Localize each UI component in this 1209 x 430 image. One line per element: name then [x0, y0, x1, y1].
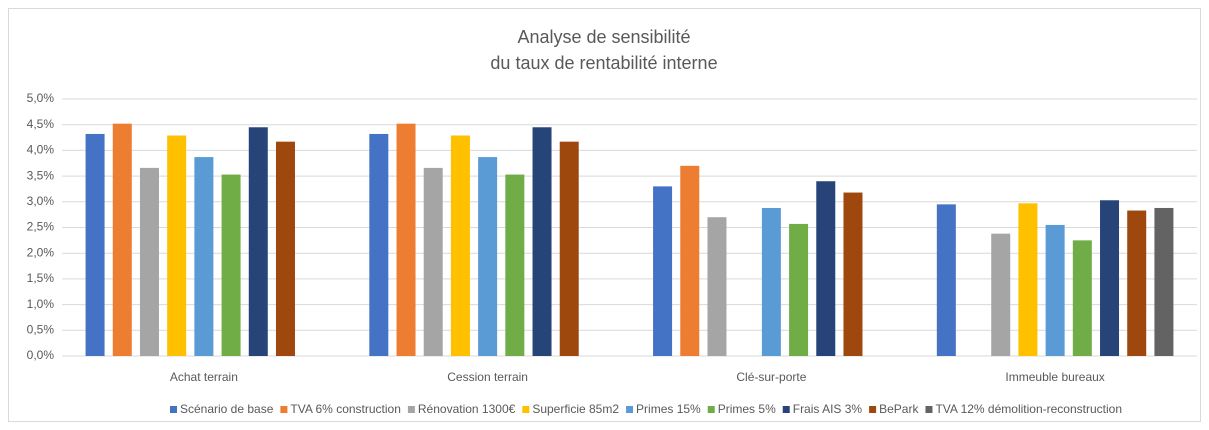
y-tick-label: 0,5%	[27, 322, 55, 336]
bar	[789, 223, 809, 356]
bar	[653, 186, 673, 356]
legend-label: TVA 12% démolition-reconstruction	[935, 402, 1122, 416]
bar	[396, 123, 416, 356]
bar	[559, 141, 579, 356]
bar	[194, 157, 214, 356]
legend-label: BePark	[879, 402, 919, 416]
bar	[991, 233, 1011, 356]
bar	[450, 135, 470, 356]
bar	[707, 217, 727, 356]
legend-swatch	[925, 406, 933, 413]
x-tick-label: Cession terrain	[447, 370, 528, 384]
legend-swatch	[869, 406, 877, 413]
bar	[423, 167, 443, 356]
legend-swatch	[169, 406, 177, 413]
x-tick-label: Immeuble bureaux	[1005, 370, 1104, 384]
y-tick-label: 0,0%	[27, 348, 55, 362]
legend-label: Primes 15%	[636, 402, 701, 416]
legend-swatch	[626, 406, 634, 413]
bar	[532, 127, 552, 357]
chart-title: du taux de rentabilité interne	[490, 53, 717, 73]
legend-label: Primes 5%	[718, 402, 776, 416]
legend-swatch	[522, 406, 530, 413]
bar	[112, 123, 132, 356]
bar	[478, 157, 498, 356]
bar	[816, 181, 836, 356]
y-tick-label: 3,5%	[27, 168, 55, 182]
bar	[1045, 224, 1065, 356]
y-tick-label: 4,0%	[27, 143, 55, 157]
bar	[1100, 200, 1120, 356]
y-tick-label: 5,0%	[27, 91, 55, 105]
bar	[167, 135, 187, 356]
legend-swatch	[280, 406, 288, 413]
legend-label: Scénario de base	[180, 402, 274, 416]
bar	[369, 133, 389, 356]
bar	[1072, 240, 1092, 356]
y-tick-label: 2,0%	[27, 245, 55, 259]
bar	[936, 204, 956, 356]
bar	[761, 207, 781, 356]
x-tick-label: Clé-sur-porte	[736, 370, 806, 384]
y-tick-label: 3,0%	[27, 194, 55, 208]
bar	[85, 133, 105, 356]
chart-title: Analyse de sensibilité	[517, 27, 690, 47]
y-tick-label: 4,5%	[27, 117, 55, 131]
bar	[843, 192, 863, 356]
y-tick-label: 2,5%	[27, 220, 55, 234]
bar	[248, 127, 268, 357]
legend-swatch	[407, 406, 415, 413]
bar	[1018, 203, 1038, 356]
legend-swatch	[707, 406, 715, 413]
bar	[505, 174, 525, 356]
bar	[680, 165, 700, 356]
bar	[1127, 210, 1147, 356]
bar	[221, 174, 241, 356]
legend-label: Rénovation 1300€	[418, 402, 516, 416]
legend-label: Frais AIS 3%	[793, 402, 863, 416]
bar	[139, 167, 159, 356]
legend-label: TVA 6% construction	[290, 402, 401, 416]
bar	[275, 141, 295, 356]
legend-label: Superficie 85m2	[532, 402, 619, 416]
bar	[1154, 207, 1174, 356]
y-tick-label: 1,0%	[27, 297, 55, 311]
legend-swatch	[782, 406, 790, 413]
x-tick-label: Achat terrain	[170, 370, 238, 384]
y-tick-label: 1,5%	[27, 271, 55, 285]
